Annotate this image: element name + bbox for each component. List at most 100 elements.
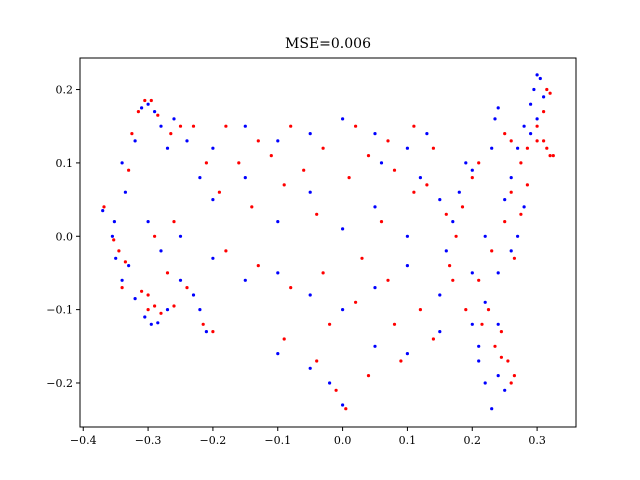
data-point [276,352,280,356]
x-tick-label: 0.3 [528,434,546,447]
data-point [412,124,416,128]
data-point [172,304,176,308]
data-point [379,220,384,224]
data-point [425,132,429,136]
data-point [386,139,390,143]
data-point [102,205,106,209]
data-point [490,146,494,150]
data-point [509,176,513,180]
data-point [477,278,481,282]
data-point [110,234,114,238]
data-point [425,183,429,187]
chart-title: MSE=0.006 [285,36,371,52]
data-point [457,190,461,194]
data-point [490,407,494,411]
data-point [529,102,533,106]
data-point [146,293,150,297]
x-tick-label: 0.2 [464,434,482,447]
data-point [460,205,465,209]
data-point [341,227,345,231]
data-point [438,330,442,334]
data-point [405,352,409,356]
plot-frame [79,57,577,428]
data-point [211,330,215,334]
data-point [438,293,442,297]
x-tick-label: −0.2 [200,434,227,447]
data-point [101,209,105,213]
data-point [334,388,338,392]
data-point [328,381,332,385]
data-point [545,87,549,92]
data-point [470,176,474,180]
data-point [451,278,455,282]
data-point [211,198,215,202]
data-point [146,102,150,106]
data-point [191,124,196,128]
data-point [191,293,196,297]
data-point [276,220,280,224]
data-point [143,315,147,319]
data-point [454,234,458,238]
data-point [477,344,481,348]
data-point [538,76,542,81]
data-point [548,154,552,158]
data-point [503,132,507,136]
points-layer [101,73,555,411]
data-point [315,359,319,363]
data-point [143,98,147,103]
data-point [354,124,358,128]
data-point [136,110,140,114]
data-point [418,176,422,180]
data-point [120,286,124,290]
data-point [172,220,176,224]
data-point [120,278,124,282]
data-point [483,300,487,304]
data-point [509,249,513,253]
data-point [153,304,157,308]
data-point [165,146,170,150]
y-tick-label: −0.1 [46,304,73,317]
y-tick-label: 0.2 [56,84,74,97]
data-point [405,146,409,150]
data-point [185,286,189,290]
data-point [347,176,351,180]
data-point [308,293,312,297]
data-point [159,124,163,128]
data-point [341,117,345,121]
data-point [112,238,116,242]
data-point [159,249,163,253]
data-point [509,139,513,143]
x-axis: −0.4 −0.3 −0.2 −0.1 0.0 0.1 0.2 0.3 [70,427,546,447]
data-point [451,220,455,224]
data-point [243,124,247,128]
data-point [509,381,513,385]
data-point [185,139,189,143]
data-point [114,256,118,260]
data-point [198,308,202,312]
data-point [412,190,416,194]
data-point [123,190,127,194]
data-point [146,308,150,312]
data-point [308,190,312,194]
data-point [224,124,228,128]
data-point [373,132,377,136]
data-point [156,113,160,117]
data-point [149,98,153,103]
data-point [243,278,247,282]
data-point [341,308,345,312]
data-point [276,271,280,275]
y-axis: −0.2 −0.1 0.0 0.1 0.2 [46,84,80,390]
data-point [525,183,530,187]
data-point [499,330,503,334]
data-point [344,407,348,411]
data-point [519,212,523,216]
data-point [211,256,215,260]
data-point [503,198,507,202]
data-point [178,278,183,282]
data-point [418,308,422,312]
data-point [133,139,137,143]
data-point [237,161,241,165]
x-tick-label: 0.1 [399,434,417,447]
data-point [464,308,468,312]
data-point [499,355,503,359]
